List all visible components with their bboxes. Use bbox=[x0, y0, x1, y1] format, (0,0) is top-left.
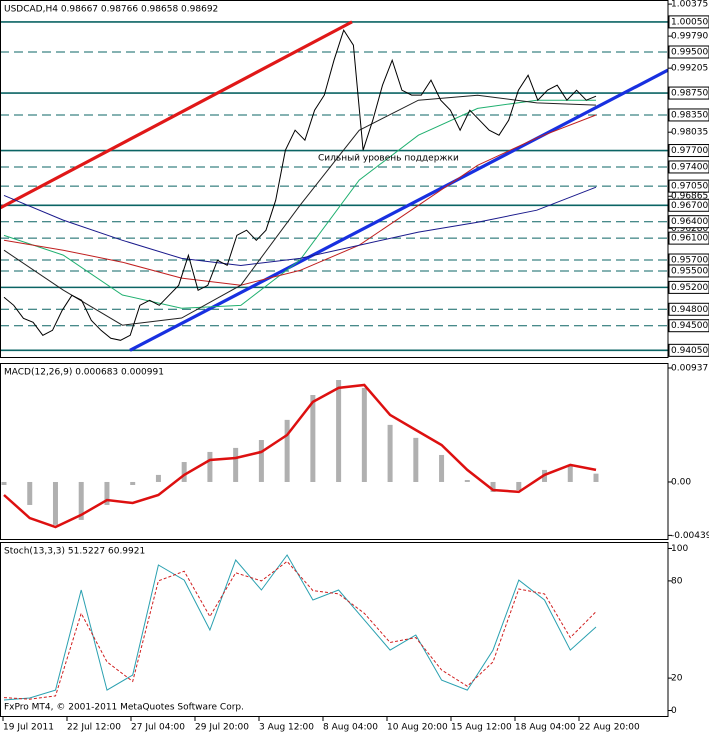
level-label-box bbox=[668, 86, 709, 100]
level-label-box bbox=[668, 45, 709, 59]
price-line bbox=[3, 94, 597, 326]
level-label-box bbox=[668, 160, 709, 174]
level-label-box bbox=[668, 198, 709, 212]
panel-title: USDCAD,H4 0.98667 0.98766 0.98658 0.9869… bbox=[4, 5, 218, 15]
level-label-box bbox=[668, 280, 709, 294]
level-label: 0.98750 bbox=[671, 89, 708, 99]
x-tick-label: 18 Aug 04:00 bbox=[515, 723, 576, 733]
indicator-line bbox=[3, 554, 597, 701]
level-label: 0.94800 bbox=[671, 305, 708, 315]
y-tick-label: 0.00937 bbox=[671, 363, 708, 373]
trendline bbox=[0, 20, 353, 210]
level-label-box bbox=[668, 343, 709, 357]
x-tick-label: 22 Jul 12:00 bbox=[67, 723, 121, 733]
panel bbox=[1, 380, 599, 529]
y-tick-label: 20 bbox=[671, 674, 683, 684]
level-label: 0.94500 bbox=[671, 321, 708, 331]
level-label: 0.99500 bbox=[671, 48, 708, 58]
y-tick-label: 0.96280 bbox=[671, 224, 708, 234]
level-label: 0.94050 bbox=[671, 346, 708, 356]
price-line bbox=[3, 114, 597, 286]
indicator-line bbox=[3, 383, 597, 529]
panel bbox=[3, 554, 597, 701]
level-label: 0.96100 bbox=[671, 234, 708, 244]
panel-frame bbox=[0, 0, 669, 358]
level-label-box bbox=[668, 264, 709, 278]
level-label-box bbox=[668, 15, 709, 29]
level-label-box bbox=[668, 144, 709, 158]
level-label-box bbox=[668, 302, 709, 316]
x-tick-label: 3 Aug 12:00 bbox=[259, 723, 314, 733]
y-tick-label: 0.98035 bbox=[671, 128, 708, 138]
y-tick-label: 0.99205 bbox=[671, 64, 708, 74]
level-label: 1.00050 bbox=[671, 17, 708, 27]
x-tick-label: 29 Jul 20:00 bbox=[195, 723, 249, 733]
x-tick-label: 22 Aug 20:00 bbox=[579, 723, 640, 733]
y-tick-label: -0.00439 bbox=[671, 531, 709, 541]
x-tick-label: 15 Aug 12:00 bbox=[451, 723, 512, 733]
level-label: 0.95500 bbox=[671, 266, 708, 276]
price-line bbox=[3, 99, 596, 309]
level-label-box bbox=[668, 319, 709, 333]
level-label: 0.97400 bbox=[671, 162, 708, 172]
x-tick-label: 27 Jul 04:00 bbox=[131, 723, 185, 733]
level-label: 0.95200 bbox=[671, 283, 708, 293]
level-label-box bbox=[668, 215, 709, 229]
level-label-box bbox=[668, 179, 709, 193]
x-tick-label: 10 Aug 20:00 bbox=[387, 723, 448, 733]
panel-title: Stoch(13,3,3) 51.5227 60.9921 bbox=[4, 547, 145, 557]
y-tick-label: 80 bbox=[671, 576, 683, 586]
price-line bbox=[3, 28, 597, 341]
level-label: 0.96400 bbox=[671, 217, 708, 227]
footer: FxPro MT4, © 2001-2011 MetaQuotes Softwa… bbox=[4, 703, 244, 713]
x-tick-label: 19 Jul 2011 bbox=[3, 723, 54, 733]
trendline bbox=[129, 68, 668, 352]
level-label: 0.97700 bbox=[671, 146, 708, 156]
panel bbox=[0, 20, 668, 352]
level-label: 0.96700 bbox=[671, 201, 708, 211]
y-tick-label: 0 bbox=[671, 706, 677, 716]
y-tick-label: 1.00375 bbox=[671, 0, 708, 10]
annotation: Сильный уровень поддержки bbox=[318, 154, 459, 164]
panel-title: MACD(12,26,9) 0.000683 0.000991 bbox=[4, 368, 164, 378]
level-label-box bbox=[668, 108, 709, 122]
x-tick-label: 8 Aug 04:00 bbox=[323, 723, 378, 733]
indicator-line bbox=[3, 560, 597, 700]
y-tick-label: 0.96865 bbox=[671, 192, 708, 202]
y-tick-label: 100 bbox=[671, 544, 688, 554]
y-tick-label: 0.00 bbox=[671, 477, 691, 487]
level-label-box bbox=[668, 231, 709, 245]
price-line bbox=[3, 186, 597, 267]
panel-frame bbox=[0, 363, 669, 540]
panel-frame bbox=[0, 542, 669, 717]
y-tick-label: 0.99790 bbox=[671, 32, 708, 42]
level-label: 0.97050 bbox=[671, 182, 708, 192]
level-label: 0.95700 bbox=[671, 256, 708, 266]
level-label: 0.98350 bbox=[671, 110, 708, 120]
